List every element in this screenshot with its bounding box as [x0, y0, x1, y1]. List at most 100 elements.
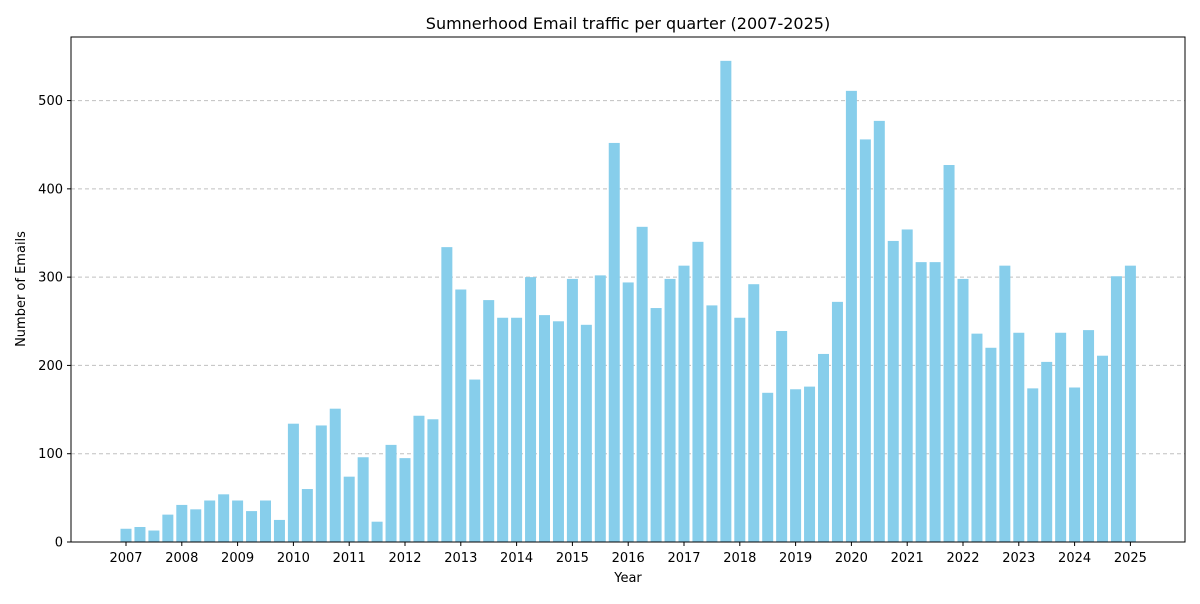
bar [483, 300, 495, 542]
bar [455, 289, 467, 542]
x-tick-label: 2008 [165, 551, 198, 566]
x-tick-label: 2013 [444, 551, 477, 566]
x-axis-label: Year [613, 571, 642, 586]
x-tick-label: 2021 [891, 551, 924, 566]
bar [1027, 388, 1039, 542]
bar [804, 386, 816, 542]
bars [120, 60, 1136, 543]
bar [1069, 387, 1081, 542]
bar [552, 321, 564, 542]
x-tick-label: 2020 [835, 551, 868, 566]
bar [929, 262, 941, 542]
bar [273, 519, 285, 542]
bar [999, 265, 1011, 542]
x-axis: 2007 2008 2009 2010 2011 2012 2013 2014 2015 2016… [109, 542, 1147, 566]
bar [260, 500, 271, 542]
bar [511, 317, 523, 542]
bar [218, 494, 230, 542]
x-tick-label: 2009 [221, 551, 254, 566]
bar [1013, 332, 1025, 542]
bar [762, 392, 774, 542]
bar [734, 317, 746, 542]
bar [720, 60, 732, 543]
x-tick-label: 2018 [723, 551, 756, 566]
bar [287, 423, 299, 542]
bar [873, 120, 885, 542]
x-tick-label: 2015 [556, 551, 589, 566]
bar [427, 419, 439, 542]
y-axis: 0 100 200 300 400 500 [38, 94, 71, 551]
bar [343, 476, 355, 542]
x-tick-label: 2022 [946, 551, 979, 566]
bar [120, 528, 132, 542]
bar [1083, 330, 1095, 542]
x-tick-label: 2017 [667, 551, 700, 566]
bar [859, 139, 871, 542]
bar [664, 278, 676, 542]
bar [134, 526, 146, 542]
x-tick-label: 2025 [1114, 551, 1147, 566]
x-tick-label: 2010 [277, 551, 310, 566]
bar [887, 240, 899, 542]
bar [1055, 332, 1067, 542]
bar [1110, 276, 1122, 542]
bar [915, 262, 927, 542]
x-tick-label: 2007 [109, 551, 142, 566]
bar [162, 514, 174, 542]
x-tick-label: 2024 [1058, 551, 1091, 566]
bar [831, 301, 843, 542]
x-tick-label: 2019 [779, 551, 812, 566]
bar [748, 284, 760, 542]
bar [497, 317, 509, 542]
bar [692, 241, 704, 542]
bar [943, 165, 955, 542]
bar [901, 229, 913, 543]
bar [315, 425, 327, 542]
bar [957, 278, 969, 542]
x-tick-label: 2016 [612, 551, 645, 566]
bar [525, 277, 537, 542]
bar [1097, 355, 1108, 542]
bar [566, 278, 578, 542]
y-tick-label: 0 [55, 536, 63, 551]
bar [580, 324, 592, 542]
y-tick-label: 400 [38, 182, 63, 197]
bar [301, 489, 313, 542]
bar [371, 521, 383, 542]
x-tick-label: 2012 [388, 551, 421, 566]
y-tick-label: 100 [38, 447, 63, 462]
bar [399, 458, 411, 542]
bar [441, 247, 453, 542]
y-tick-label: 200 [38, 359, 63, 374]
bar [357, 457, 369, 542]
bar [818, 353, 829, 542]
bar [148, 530, 160, 542]
bar [636, 226, 648, 542]
bar [1124, 265, 1136, 542]
bar [678, 265, 690, 542]
bar [608, 142, 620, 542]
bar [790, 389, 802, 542]
y-tick-label: 500 [38, 94, 63, 109]
x-tick-label: 2023 [1002, 551, 1035, 566]
bar [413, 415, 425, 542]
bar [845, 90, 857, 543]
bar [1041, 361, 1053, 542]
bar [204, 500, 216, 542]
x-tick-label: 2011 [333, 551, 366, 566]
bar [385, 444, 397, 542]
bar [594, 275, 606, 542]
x-tick-label: 2014 [500, 551, 533, 566]
bar [776, 330, 788, 542]
bar [622, 282, 634, 542]
bar [469, 379, 481, 542]
y-tick-label: 300 [38, 271, 63, 286]
bar [539, 315, 550, 542]
bar [190, 509, 202, 542]
bar [985, 347, 997, 542]
bar [246, 511, 258, 542]
bar [329, 408, 341, 542]
chart-title: Sumnerhood Email traffic per quarter (20… [426, 14, 830, 33]
